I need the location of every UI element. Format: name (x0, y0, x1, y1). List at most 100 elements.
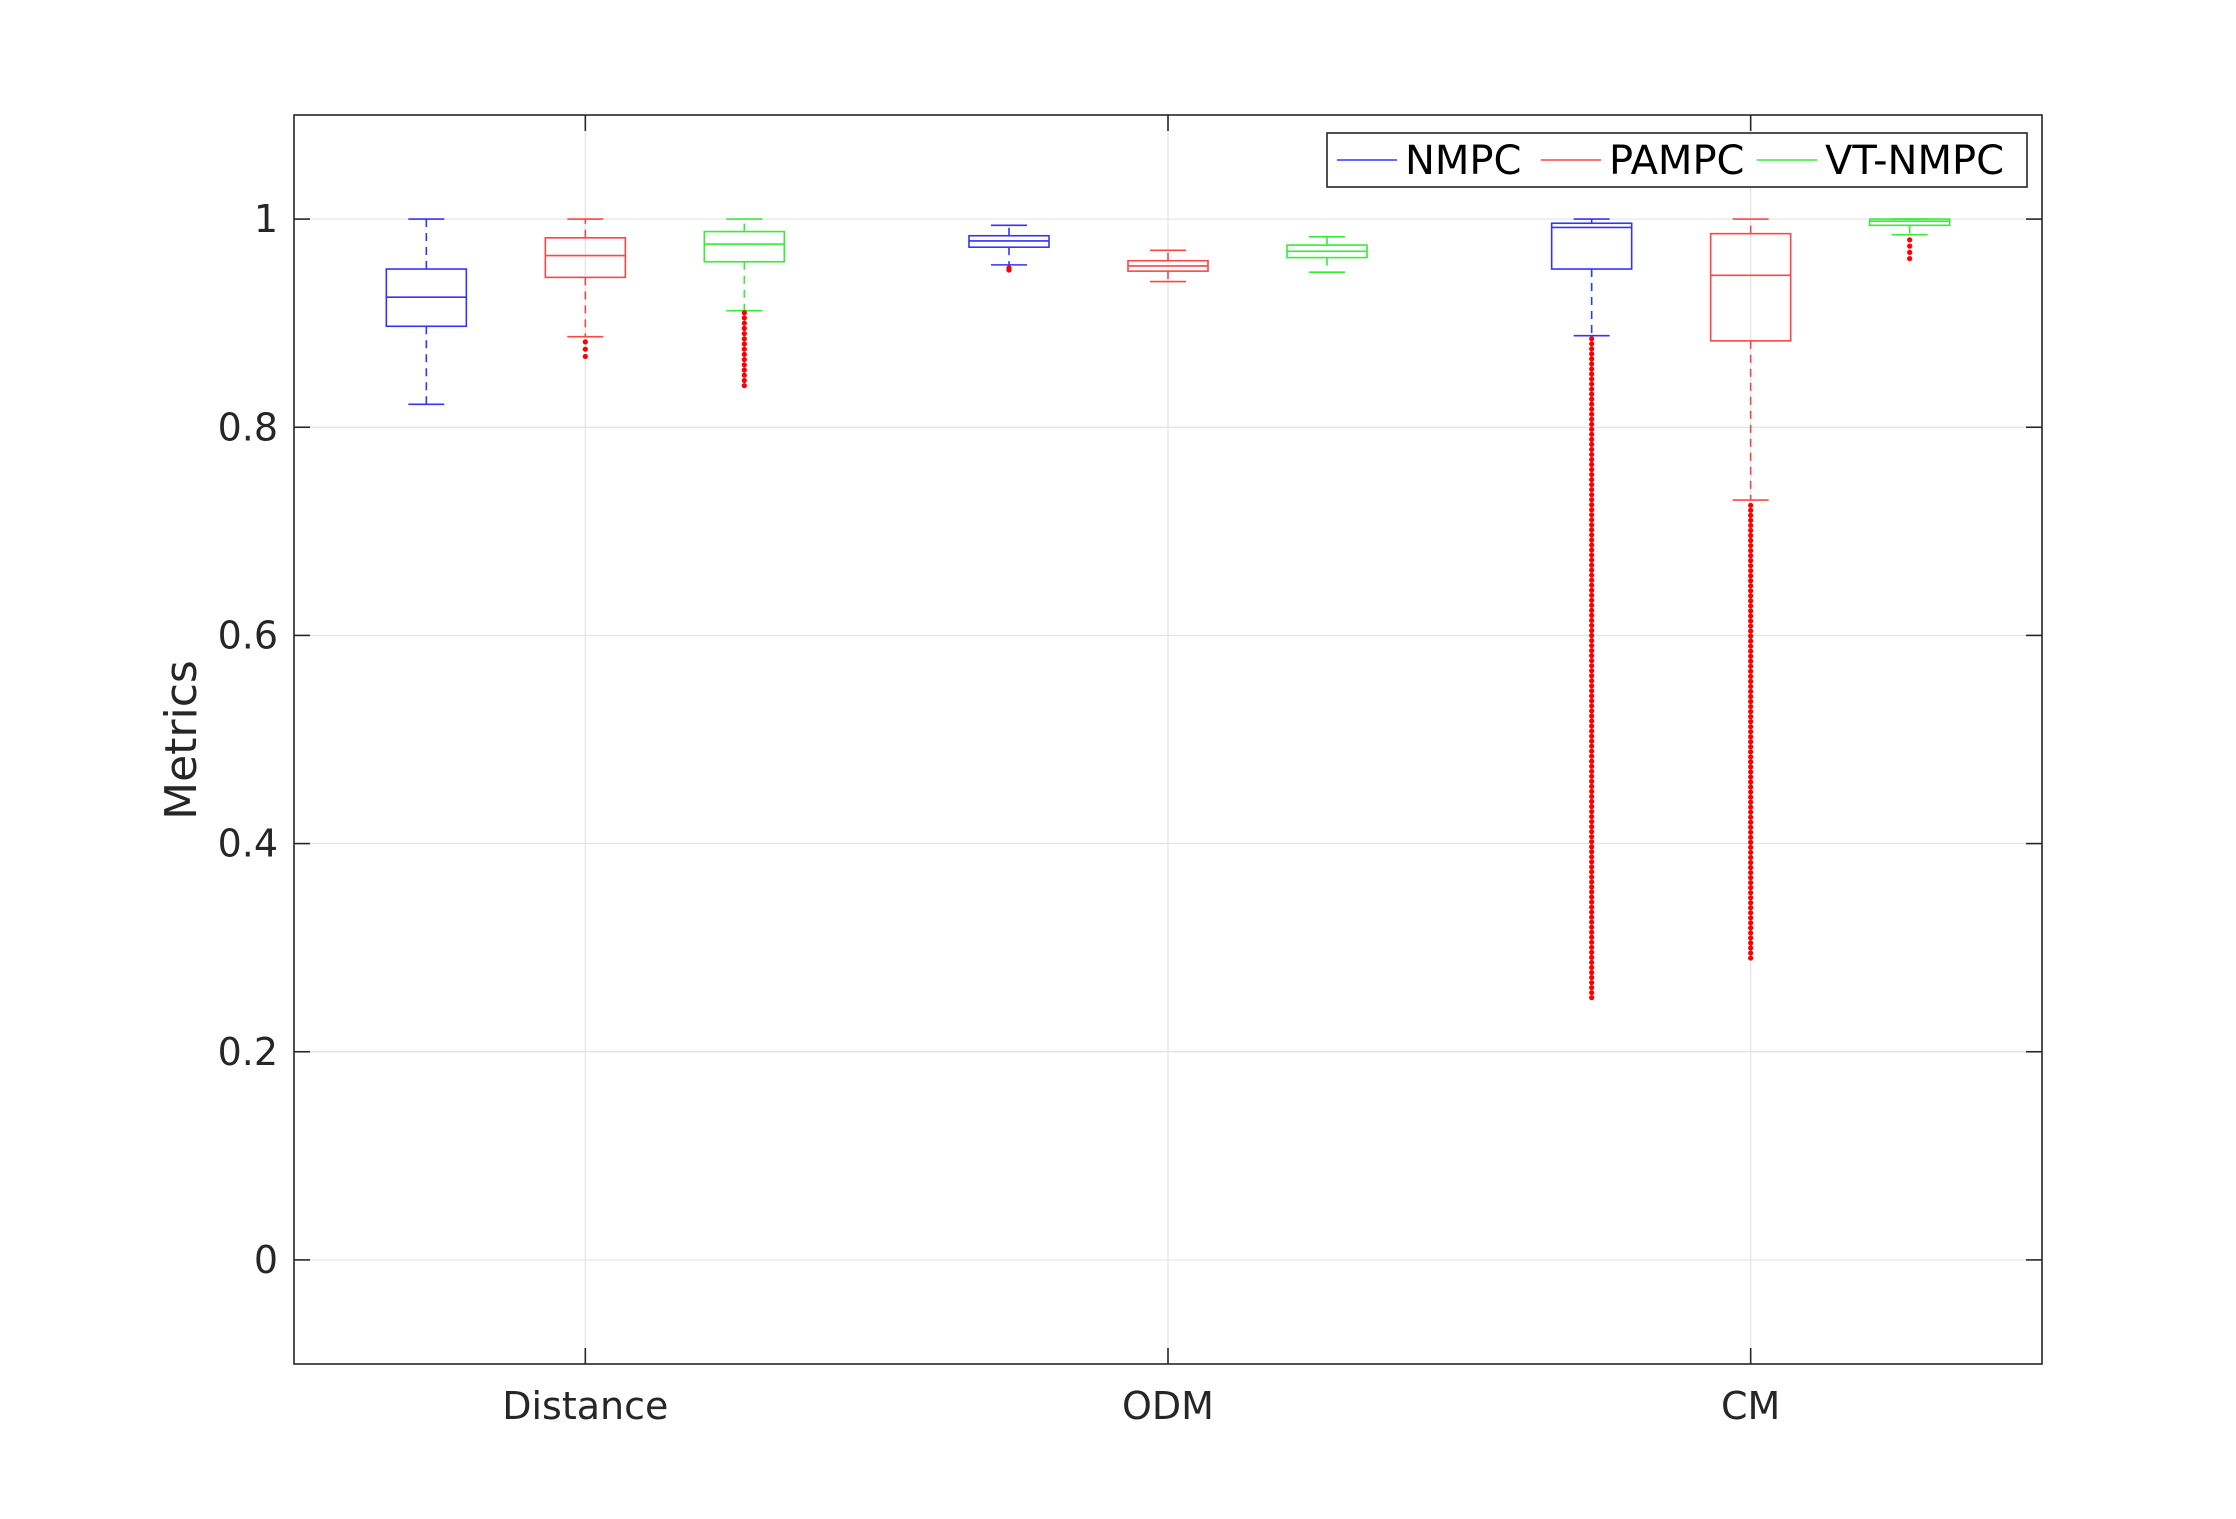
outlier-point (1748, 784, 1754, 790)
outlier-point (1748, 794, 1754, 800)
box-vt-nmpc-cm (1868, 218, 1951, 262)
outlier-point (1748, 708, 1754, 715)
box-body (1868, 218, 1951, 227)
outlier-point (1589, 602, 1595, 608)
outlier-point (1748, 799, 1754, 805)
outlier-point (1748, 940, 1754, 946)
outlier-point (1748, 719, 1754, 725)
outlier-point (1748, 814, 1754, 820)
outlier-point (1589, 577, 1595, 583)
outlier-point (1589, 497, 1595, 503)
outlier-point (1748, 603, 1754, 609)
box-vt-nmpc-distance (703, 218, 786, 389)
outlier-point (1589, 436, 1595, 442)
outlier-point (1589, 612, 1595, 618)
outlier-point (1589, 708, 1595, 714)
outlier-point (1589, 763, 1595, 769)
box-pampc-distance (544, 218, 627, 360)
outlier-point (1748, 880, 1754, 886)
outlier-point (1589, 426, 1595, 432)
box-body (1709, 232, 1792, 342)
outlier-point (1589, 818, 1595, 825)
outlier-point (1589, 884, 1595, 890)
outlier-point (1589, 954, 1595, 960)
outlier-point (1748, 563, 1754, 569)
box-pampc-odm (1127, 249, 1209, 283)
box-nmpc-distance (385, 218, 468, 406)
outlier-point (1589, 758, 1595, 764)
outlier-point (1589, 834, 1595, 840)
outlier-point (1748, 945, 1754, 951)
outlier-point (1589, 909, 1595, 915)
outlier-point (1589, 572, 1595, 578)
outlier-point (1589, 854, 1595, 860)
outlier-point (582, 339, 588, 345)
outlier-point (1748, 849, 1754, 856)
outlier-point (1589, 376, 1595, 382)
outlier-point (1589, 512, 1595, 518)
outlier-point (1748, 583, 1754, 589)
y-tick-label: 0 (254, 1238, 278, 1282)
outlier-point (1748, 874, 1754, 881)
outlier-point (1748, 920, 1754, 926)
outlier-point (1589, 969, 1595, 976)
outlier-point (1748, 885, 1754, 891)
outlier-point (741, 330, 747, 337)
outlier-point (1589, 939, 1595, 945)
x-tick-label: Distance (502, 1384, 668, 1428)
outlier-point (1589, 391, 1595, 397)
outlier-point (1748, 643, 1754, 649)
outlier-point (1589, 557, 1595, 563)
outlier-point (1589, 346, 1595, 352)
outlier-point (1589, 824, 1595, 830)
box-layer (385, 218, 1951, 1001)
grid (294, 115, 2042, 1364)
y-tick-label: 0.6 (218, 613, 278, 657)
outlier-point (1589, 617, 1595, 624)
outlier-point (1748, 744, 1754, 750)
outlier-point (1748, 623, 1754, 629)
outlier-point (1589, 356, 1595, 362)
outlier-point (1748, 512, 1754, 518)
outlier-point (1589, 663, 1595, 669)
outlier-point (1589, 788, 1595, 795)
outlier-point (741, 341, 747, 347)
outlier-point (1589, 808, 1595, 815)
outlier-point (1589, 748, 1595, 754)
outlier-point (1748, 844, 1754, 850)
box-nmpc-odm (968, 224, 1050, 273)
outlier-point (1589, 381, 1595, 387)
outlier-point (1748, 925, 1754, 931)
outlier-point (1748, 869, 1754, 876)
outlier-point (1589, 919, 1595, 925)
outlier-point (1589, 798, 1595, 805)
outlier-point (582, 346, 588, 352)
y-axis-label: Metrics (156, 660, 207, 820)
outlier-point (1589, 627, 1595, 634)
outlier-point (1589, 451, 1595, 458)
x-tick-label: ODM (1122, 1384, 1214, 1428)
outlier-point (1748, 950, 1754, 956)
box-vt-nmpc-odm (1286, 235, 1368, 273)
outlier-point (1748, 724, 1754, 730)
outlier-point (1589, 829, 1595, 835)
outlier-point (1748, 754, 1754, 760)
outlier-point (1748, 593, 1754, 599)
legend: NMPC PAMPC VT-NMPC (1326, 132, 2028, 188)
outlier-point (1589, 783, 1595, 789)
outlier-point (1589, 768, 1595, 774)
outlier-point (1748, 824, 1754, 830)
outlier-point (1748, 532, 1754, 539)
outlier-point (1589, 974, 1595, 981)
outlier-point (1589, 648, 1595, 654)
outlier-point (1748, 618, 1754, 624)
outlier-point (1748, 955, 1754, 961)
outlier-point (1589, 874, 1595, 880)
outlier-point (1589, 849, 1595, 855)
y-tick-label: 0.4 (218, 822, 278, 866)
outlier-point (1589, 411, 1595, 417)
outlier-point (1589, 466, 1595, 473)
outlier-point (1589, 492, 1595, 498)
outlier-point (1589, 341, 1595, 347)
